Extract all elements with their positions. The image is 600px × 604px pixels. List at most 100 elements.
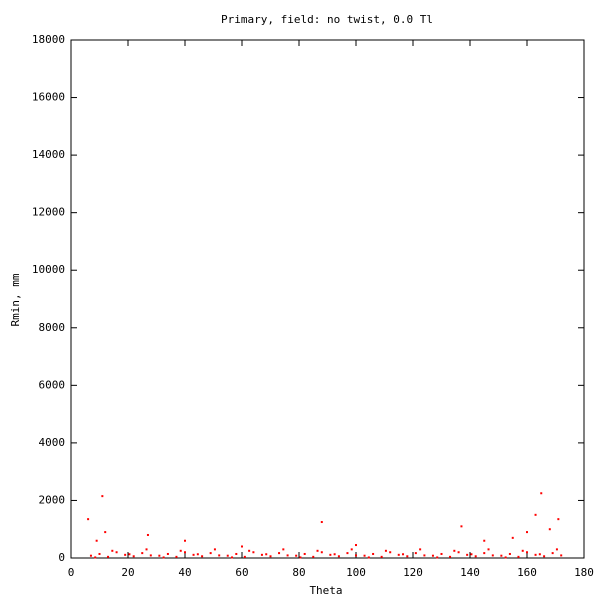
point [548,528,551,531]
point [460,525,463,528]
y-tick-label: 18000 [32,33,65,46]
point [166,552,169,555]
point [179,549,182,552]
point [466,553,469,556]
point [226,554,229,557]
y-tick-label: 14000 [32,148,65,161]
y-tick-label: 4000 [39,436,66,449]
x-tick-label: 120 [403,566,423,579]
point [146,533,149,536]
point [367,556,370,559]
point [511,536,514,539]
y-axis-label: Rmin, mm [9,273,22,326]
point [555,548,558,551]
point [534,513,537,516]
point [158,554,161,557]
point [278,552,281,555]
point [295,554,298,557]
point [449,555,452,558]
y-tick-label: 6000 [39,378,66,391]
point [320,551,323,554]
point [252,551,255,554]
point [397,553,400,556]
point [141,552,144,555]
point [355,544,357,547]
point [440,552,443,555]
x-tick-label: 80 [292,566,305,579]
point [470,553,473,556]
point [243,555,246,558]
point [453,549,456,552]
y-tick-label: 10000 [32,263,65,276]
point [346,552,349,555]
point [201,555,204,558]
point [104,531,107,534]
point [406,555,409,558]
point [132,555,135,558]
point [487,548,490,551]
point [380,555,383,558]
point [372,552,375,555]
point [534,553,537,556]
point [560,554,563,557]
point [286,554,289,557]
point [500,554,503,557]
point [557,518,560,521]
x-tick-label: 20 [121,566,134,579]
point [95,539,98,542]
point [474,555,477,558]
point [517,555,520,558]
point [363,554,366,557]
point [414,552,417,555]
plot-frame [70,39,585,559]
x-tick-label: 140 [460,566,480,579]
point [265,553,268,556]
point [457,551,460,554]
x-axis-label: Theta [309,584,342,597]
y-tick-label: 0 [58,551,65,564]
point [504,556,507,559]
point [213,548,216,551]
point [87,518,90,521]
point [337,555,340,558]
point [508,552,511,555]
y-tick-label: 2000 [39,493,66,506]
point [111,549,114,552]
point [260,553,263,556]
point [316,549,319,552]
x-tick-label: 40 [178,566,191,579]
x-tick-label: 0 [68,566,75,579]
point [101,495,104,498]
point [312,555,315,558]
y-tick-label: 16000 [32,91,65,104]
x-tick-label: 100 [346,566,366,579]
point [329,553,332,556]
point [145,548,148,551]
point [384,549,387,552]
y-tick-label: 12000 [32,206,65,219]
point [436,556,439,559]
point [175,555,178,558]
x-tick-label: 160 [517,566,537,579]
point [162,556,165,559]
point [89,554,92,557]
point [303,552,306,555]
point [235,552,238,555]
point [389,551,392,554]
point [521,549,524,552]
point [209,552,212,555]
point [543,555,546,558]
point [540,492,543,495]
point [98,552,101,555]
point [184,551,186,554]
point [149,554,152,557]
point [551,552,554,555]
point [282,548,285,551]
point [526,551,528,554]
point [218,554,221,557]
point [333,553,336,556]
point [269,555,272,558]
point [423,554,426,557]
point [419,548,422,551]
